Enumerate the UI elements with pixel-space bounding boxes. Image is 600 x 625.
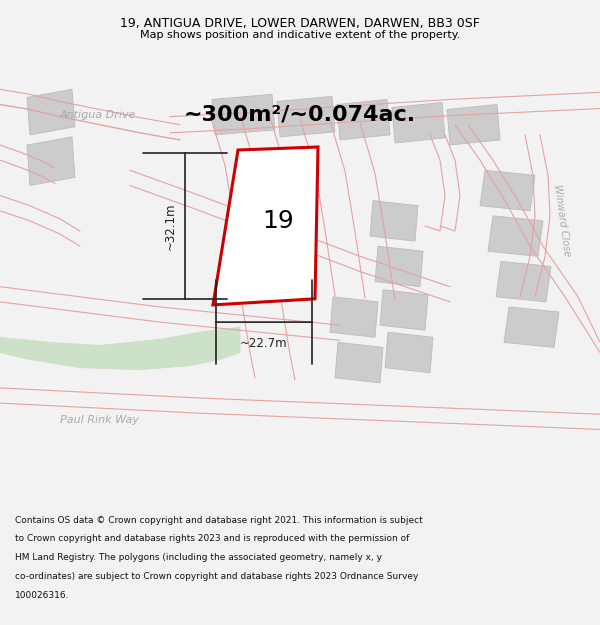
- Text: Winward Close: Winward Close: [552, 184, 572, 258]
- Polygon shape: [0, 327, 240, 369]
- Polygon shape: [337, 99, 390, 140]
- Polygon shape: [370, 201, 418, 241]
- Text: ~32.1m: ~32.1m: [164, 202, 177, 250]
- Polygon shape: [335, 342, 383, 383]
- Polygon shape: [213, 147, 318, 305]
- Text: co-ordinates) are subject to Crown copyright and database rights 2023 Ordnance S: co-ordinates) are subject to Crown copyr…: [15, 572, 418, 581]
- Polygon shape: [392, 102, 445, 143]
- Text: to Crown copyright and database rights 2023 and is reproduced with the permissio: to Crown copyright and database rights 2…: [15, 534, 409, 543]
- Polygon shape: [330, 297, 378, 338]
- Text: Map shows position and indicative extent of the property.: Map shows position and indicative extent…: [140, 30, 460, 40]
- Polygon shape: [447, 104, 500, 145]
- Text: ~300m²/~0.074ac.: ~300m²/~0.074ac.: [184, 104, 416, 124]
- Polygon shape: [380, 290, 428, 330]
- Polygon shape: [212, 94, 275, 135]
- Polygon shape: [277, 96, 335, 137]
- Text: Antigua Drive: Antigua Drive: [60, 109, 137, 119]
- Text: 100026316.: 100026316.: [15, 591, 70, 599]
- Text: HM Land Registry. The polygons (including the associated geometry, namely x, y: HM Land Registry. The polygons (includin…: [15, 553, 382, 562]
- Text: 19, ANTIGUA DRIVE, LOWER DARWEN, DARWEN, BB3 0SF: 19, ANTIGUA DRIVE, LOWER DARWEN, DARWEN,…: [120, 18, 480, 31]
- Polygon shape: [27, 137, 75, 186]
- Text: 19: 19: [262, 209, 294, 233]
- Polygon shape: [27, 89, 75, 135]
- Polygon shape: [480, 170, 535, 211]
- Text: Paul Rink Way: Paul Rink Way: [60, 415, 139, 425]
- Polygon shape: [375, 246, 423, 287]
- Polygon shape: [504, 307, 559, 348]
- Text: Contains OS data © Crown copyright and database right 2021. This information is : Contains OS data © Crown copyright and d…: [15, 516, 423, 524]
- Polygon shape: [496, 261, 551, 302]
- Polygon shape: [488, 216, 543, 256]
- Text: ~22.7m: ~22.7m: [240, 338, 288, 350]
- Polygon shape: [385, 332, 433, 372]
